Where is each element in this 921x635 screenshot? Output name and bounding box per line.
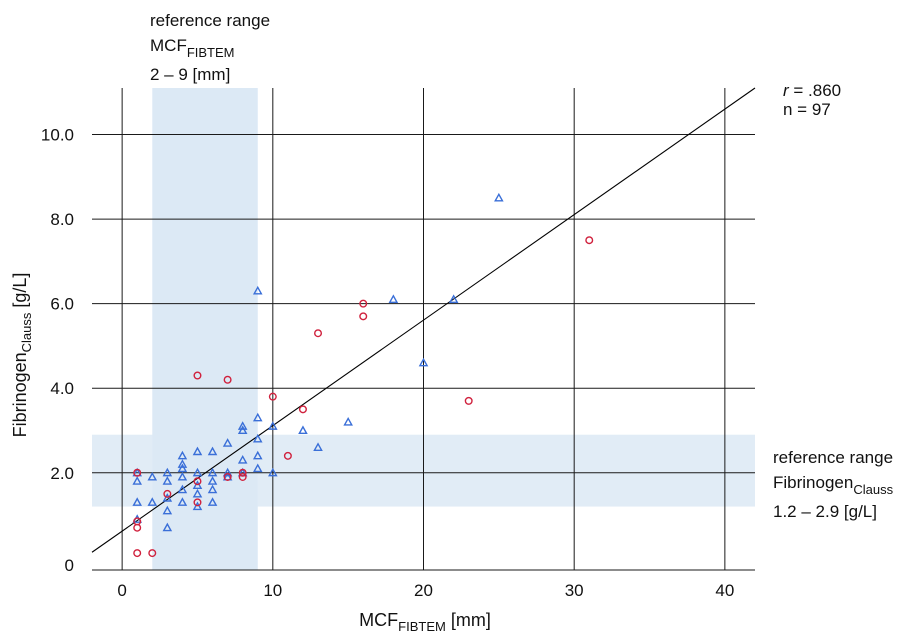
triangle-point (268, 467, 278, 477)
triangle-point (222, 467, 233, 477)
circle-point (223, 375, 232, 384)
triangle-point (177, 459, 188, 468)
circle-point (359, 312, 368, 321)
triangle-point (177, 450, 188, 460)
circle-point (163, 489, 172, 498)
reference-range-y-annotation: reference range FibrinogenClauss 1.2 – 2… (773, 448, 894, 521)
triangle-point (252, 450, 263, 460)
ref-y-line2: FibrinogenClauss (773, 473, 894, 497)
triangle-point (177, 497, 188, 506)
triangle-point (252, 412, 263, 422)
grid-lines (92, 88, 755, 571)
triangle-point (207, 476, 218, 485)
circle-point (298, 405, 307, 414)
triangle-point (494, 192, 504, 202)
triangle-point (192, 446, 203, 456)
triangle-point (418, 357, 429, 367)
triangle-point (252, 433, 263, 443)
circle-point (193, 498, 202, 507)
triangle-point (192, 488, 203, 498)
ref-x-line3: 2 – 9 [mm] (150, 65, 230, 84)
triangle-point (177, 463, 188, 473)
x-tick-label: 40 (715, 581, 734, 600)
circle-point (283, 451, 292, 460)
triangle-point (147, 471, 158, 481)
triangle-point (388, 294, 399, 303)
circle-point (193, 477, 202, 486)
triangle-point (207, 497, 218, 506)
ref-x-line2: MCFFIBTEM (150, 36, 235, 60)
y-tick-label: 6.0 (50, 295, 74, 314)
triangle-point (448, 294, 459, 303)
triangle-point (343, 416, 353, 426)
circle-point (238, 468, 247, 477)
triangle-point (192, 467, 203, 477)
triangle-point (207, 484, 218, 494)
circle-point (148, 549, 157, 558)
x-tick-label: 10 (263, 581, 282, 600)
circle-point (133, 517, 142, 526)
triangle-point (162, 522, 173, 532)
circle-point (585, 236, 594, 245)
triangle-point (132, 476, 142, 485)
y-tick-label: 8.0 (50, 210, 74, 229)
regression-line-group (91, 87, 756, 553)
x-tick-label: 20 (414, 581, 433, 600)
triangle-point (222, 438, 233, 447)
ref-x-line1: reference range (150, 11, 270, 30)
stats-annotation: r = .860 n = 97 (783, 81, 841, 119)
circle-point (223, 472, 232, 481)
triangle-point (192, 480, 203, 490)
triangle-point (268, 421, 278, 430)
triangle-point (207, 446, 218, 456)
reference-range-x-annotation: reference range MCFFIBTEM 2 – 9 [mm] (150, 11, 270, 84)
y-tick-label: 0 (65, 556, 74, 575)
triangle-point (162, 505, 173, 515)
triangle-point (252, 285, 263, 295)
triangle-point (177, 484, 188, 494)
tick-labels: 0 10 20 30 40 0 2.0 4.0 6.0 8.0 10.0 (41, 126, 734, 600)
correlation-label: r = .860 (783, 81, 841, 100)
triangle-point (252, 463, 263, 473)
x-axis-label: MCFFIBTEM [mm] (359, 610, 491, 634)
y-tick-label: 4.0 (50, 379, 74, 398)
ref-y-line3: 1.2 – 2.9 [g/L] (773, 502, 877, 521)
regression-line (91, 87, 756, 553)
triangle-point (147, 497, 158, 506)
circle-point (359, 299, 368, 308)
triangle-point (192, 501, 203, 511)
triangle-point (162, 493, 173, 502)
circle-point (133, 468, 142, 477)
triangle-point (132, 497, 142, 506)
data-points (132, 192, 594, 558)
triangle-point (177, 471, 188, 481)
y-tick-label: 10.0 (41, 126, 74, 145)
triangle-point (237, 421, 248, 430)
circle-point (464, 396, 473, 405)
circle-point (238, 472, 247, 481)
circle-point (193, 371, 202, 380)
triangle-point (162, 467, 173, 477)
sample-size-label: n = 97 (783, 100, 831, 119)
y-tick-label: 2.0 (50, 464, 74, 483)
y-axis-label: FibrinogenClauss [g/L] (10, 273, 34, 438)
circle-point (314, 329, 323, 338)
triangle-point (207, 467, 218, 477)
ref-y-line1: reference range (773, 448, 893, 467)
circle-point (133, 549, 142, 558)
triangle-point (313, 442, 323, 451)
triangle-point (237, 425, 248, 435)
x-tick-label: 0 (117, 581, 126, 600)
circle-point (268, 392, 277, 401)
triangle-point (237, 455, 248, 464)
circle-point (133, 523, 142, 532)
triangle-point (162, 476, 173, 485)
x-tick-label: 30 (565, 581, 584, 600)
triangle-point (298, 425, 308, 435)
